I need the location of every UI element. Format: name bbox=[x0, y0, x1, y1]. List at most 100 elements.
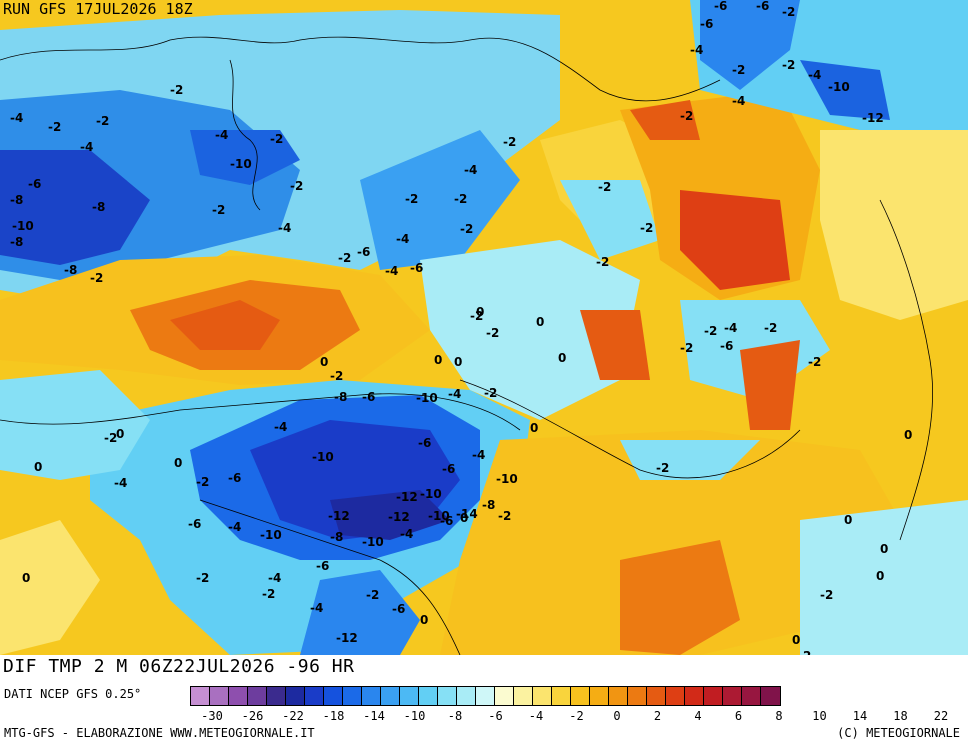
colorbar-tick-label: 0 bbox=[613, 709, 621, 723]
contour-label: -12 bbox=[396, 490, 418, 504]
colorbar-swatch bbox=[647, 687, 666, 705]
field-title: DIF TMP 2 M 06Z22JUL2026 -96 HR bbox=[3, 656, 355, 677]
contour-label: 0 bbox=[454, 355, 462, 369]
contour-label: -2 bbox=[196, 475, 209, 489]
contour-label: -6 bbox=[418, 436, 431, 450]
colorbar-swatch bbox=[571, 687, 590, 705]
colorbar-tick-label: -6 bbox=[488, 709, 503, 723]
contour-label: -6 bbox=[442, 462, 455, 476]
colorbar-swatch bbox=[400, 687, 419, 705]
contour-label: 0 bbox=[844, 513, 852, 527]
contour-label: -12 bbox=[862, 111, 884, 125]
contour-label: -4 bbox=[472, 448, 485, 462]
contour-label: -2 bbox=[366, 588, 379, 602]
temperature-anomaly-map: -2 -4 -2 -2 -4 -4 -2 -10 -6 -8 -10 -8 -8… bbox=[0, 0, 968, 655]
contour-label: -6 bbox=[714, 0, 727, 13]
colorbar-tick-label: 14 bbox=[852, 709, 868, 723]
contour-label: -4 bbox=[464, 163, 477, 177]
contour-label: -2 bbox=[262, 587, 275, 601]
contour-label: -2 bbox=[290, 179, 303, 193]
colorbar-tick-label: -10 bbox=[403, 709, 426, 723]
contour-label: -6 bbox=[228, 471, 241, 485]
contour-label: -12 bbox=[388, 510, 410, 524]
contour-label: 0 bbox=[22, 571, 30, 585]
contour-label: -12 bbox=[328, 509, 350, 523]
contour-label: -6 bbox=[188, 517, 201, 531]
contour-label: -4 bbox=[808, 68, 821, 82]
contour-label: -4 bbox=[724, 321, 737, 335]
contour-label: -4 bbox=[732, 94, 745, 108]
contour-label: -4 bbox=[10, 111, 23, 125]
colorbar-tick-label: -18 bbox=[322, 709, 345, 723]
contour-label: 0 bbox=[536, 315, 544, 329]
contour-label: -2 bbox=[680, 109, 693, 123]
contour-label: -4 bbox=[228, 520, 241, 534]
contour-label: -4 bbox=[400, 527, 413, 541]
contour-label: 0 bbox=[34, 460, 42, 474]
contour-label: -4 bbox=[448, 387, 461, 401]
contour-label: -6 bbox=[392, 602, 405, 616]
contour-label: -2 bbox=[170, 83, 183, 97]
colorbar-tick-label: 10 bbox=[812, 709, 827, 723]
contour-label: -2 bbox=[460, 222, 473, 236]
contour-label: -4 bbox=[274, 420, 287, 434]
contour-label: -2 bbox=[96, 114, 109, 128]
colorbar bbox=[190, 686, 781, 706]
contour-label: 0 bbox=[476, 305, 484, 319]
contour-label: -2 bbox=[782, 58, 795, 72]
contour-label: -4 bbox=[690, 43, 703, 57]
colorbar-tick-label: 18 bbox=[893, 709, 908, 723]
colorbar-swatch bbox=[685, 687, 704, 705]
colorbar-swatch bbox=[305, 687, 324, 705]
contour-label: -2 bbox=[640, 221, 653, 235]
colorbar-swatch bbox=[723, 687, 742, 705]
contour-label: -2 bbox=[820, 588, 833, 602]
contour-label: 0 bbox=[904, 428, 912, 442]
colorbar-swatch bbox=[457, 687, 476, 705]
contour-label: -2 bbox=[704, 324, 717, 338]
colorbar-tick-label: -4 bbox=[528, 709, 544, 723]
colorbar-tick-label: 6 bbox=[734, 709, 743, 723]
colorbar-tick-label: -26 bbox=[241, 709, 264, 723]
colorbar-swatch bbox=[666, 687, 685, 705]
contour-label: -10 bbox=[496, 472, 518, 486]
credit-text: MTG-GFS - ELABORAZIONE WWW.METEOGIORNALE… bbox=[4, 726, 315, 740]
contour-label: 0 bbox=[420, 613, 428, 627]
contour-label: -2 bbox=[484, 386, 497, 400]
contour-label: 0 bbox=[558, 351, 566, 365]
contour-label: 0 bbox=[530, 421, 538, 435]
colorbar-tick-label: 2 bbox=[653, 709, 662, 723]
contour-label: -12 bbox=[336, 631, 358, 645]
colorbar-tick-label: -22 bbox=[282, 709, 304, 723]
colorbar-swatch bbox=[609, 687, 628, 705]
colorbar-swatch bbox=[552, 687, 571, 705]
run-label: RUN GFS 17JUL2026 18Z bbox=[3, 0, 193, 18]
contour-label: 0 bbox=[434, 353, 442, 367]
colorbar-swatch bbox=[533, 687, 552, 705]
contour-label: -4 bbox=[215, 128, 228, 142]
contour-label: -10 bbox=[420, 487, 442, 501]
contour-label: 0 bbox=[460, 511, 468, 525]
colorbar-tick-label: -8 bbox=[447, 709, 463, 723]
contour-label: -2 bbox=[498, 509, 511, 523]
contour-label: -2 bbox=[732, 63, 745, 77]
colorbar-tick-label: -14 bbox=[363, 709, 385, 723]
contour-label: -10 bbox=[828, 80, 850, 94]
contour-label: -8 bbox=[64, 263, 77, 277]
contour-label: -2 bbox=[330, 369, 343, 383]
contour-label: -8 bbox=[334, 390, 347, 404]
contour-label: -8 bbox=[10, 193, 23, 207]
contour-label: -8 bbox=[482, 498, 495, 512]
contour-label: -4 bbox=[278, 221, 291, 235]
contour-label: -2 bbox=[808, 355, 821, 369]
contour-label: -10 bbox=[230, 157, 252, 171]
contour-label: 0 bbox=[792, 633, 800, 647]
contour-label: -8 bbox=[10, 235, 23, 249]
colorbar-swatch bbox=[628, 687, 647, 705]
contour-label: -10 bbox=[312, 450, 334, 464]
contour-label: -4 bbox=[385, 264, 398, 278]
colorbar-swatch bbox=[324, 687, 343, 705]
contour-label: -2 bbox=[338, 251, 351, 265]
contour-label: -2 bbox=[503, 135, 516, 149]
colorbar-tick-label: 22 bbox=[933, 709, 949, 723]
